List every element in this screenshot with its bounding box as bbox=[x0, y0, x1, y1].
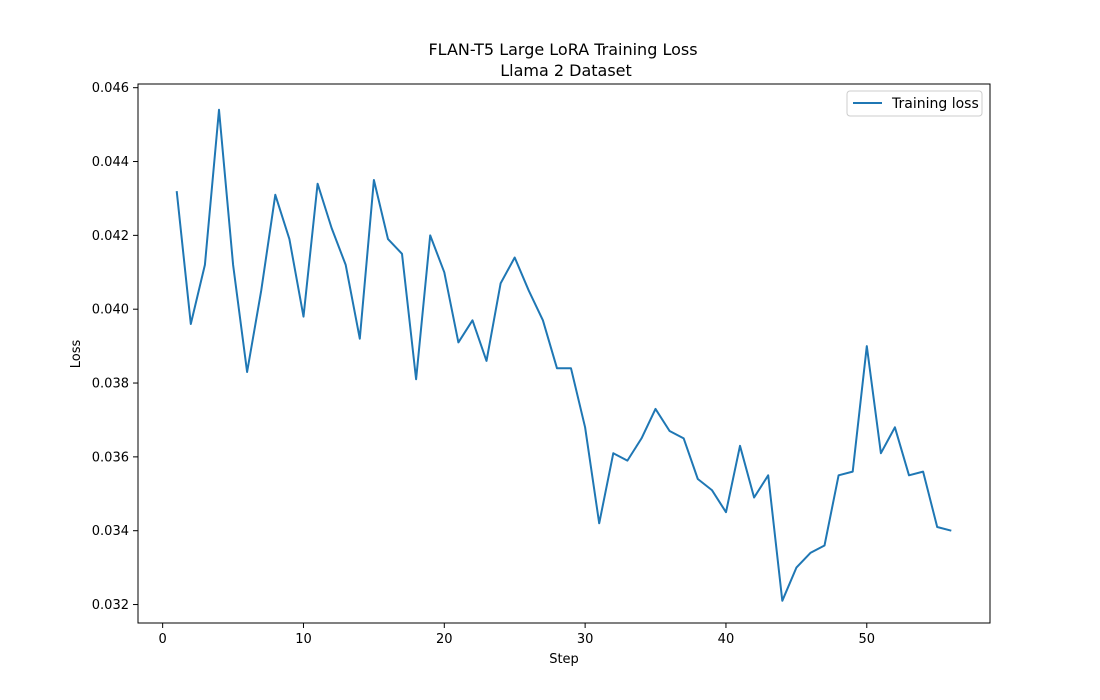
y-tick-label: 0.040 bbox=[92, 303, 129, 318]
legend-box bbox=[846, 90, 983, 117]
y-tick-label: 0.042 bbox=[92, 229, 129, 244]
y-tick-label: 0.038 bbox=[92, 377, 129, 392]
y-axis-label: Loss bbox=[69, 340, 84, 369]
chart-subtitle: Llama 2 Dataset bbox=[500, 61, 632, 80]
x-tick-label: 50 bbox=[859, 632, 876, 647]
x-axis-label: Step bbox=[549, 652, 579, 667]
x-tick-label: 0 bbox=[159, 632, 167, 647]
x-tick-label: 30 bbox=[577, 632, 594, 647]
x-tick-label: 10 bbox=[295, 632, 312, 647]
legend: Training loss bbox=[846, 90, 983, 117]
series-line-training-loss bbox=[175, 108, 952, 602]
x-tick-label: 20 bbox=[436, 632, 453, 647]
y-tick-label: 0.036 bbox=[92, 450, 129, 465]
plot-frame bbox=[137, 83, 991, 624]
chart-title: FLAN-T5 Large LoRA Training Loss bbox=[428, 40, 697, 59]
plot-area bbox=[137, 83, 991, 624]
x-axis: 0 10 20 30 40 50 bbox=[159, 623, 876, 647]
legend-label-training-loss: Training loss bbox=[891, 96, 979, 112]
y-axis: 0.032 0.034 0.036 0.038 0.040 0.042 0.044 0.046 bbox=[92, 81, 138, 613]
y-tick-label: 0.044 bbox=[92, 155, 129, 170]
y-tick-label: 0.034 bbox=[92, 524, 129, 539]
y-tick-label: 0.046 bbox=[92, 81, 129, 96]
y-tick-label: 0.032 bbox=[92, 598, 129, 613]
x-tick-label: 40 bbox=[718, 632, 735, 647]
